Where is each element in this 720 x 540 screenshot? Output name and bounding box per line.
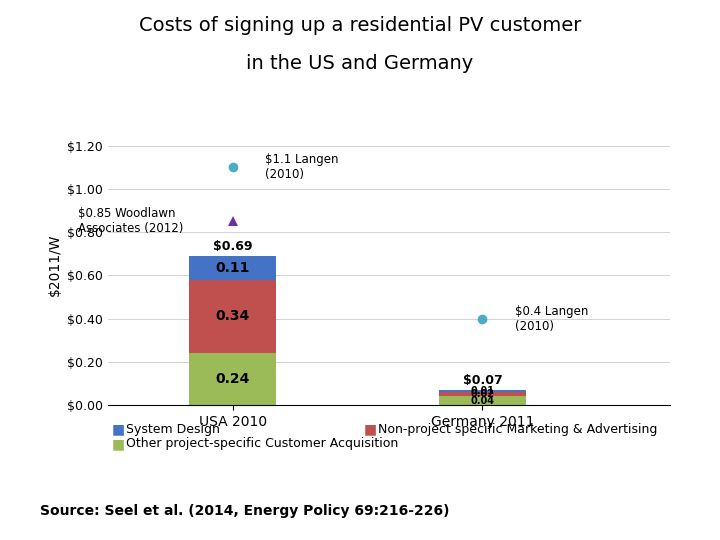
Bar [438,396,526,405]
Text: Source: Seel et al. (2014, Energy Policy 69:216-226): Source: Seel et al. (2014, Energy Policy… [40,504,449,518]
Bar [189,280,276,353]
Text: 0.01: 0.01 [470,386,495,396]
Text: $0.07: $0.07 [462,374,503,387]
Text: ■: ■ [112,437,125,451]
Text: ■: ■ [364,422,377,436]
Text: 0.11: 0.11 [215,261,250,275]
Text: $0.69: $0.69 [213,240,253,253]
Bar [438,390,526,392]
Text: Other project-specific Customer Acquisition: Other project-specific Customer Acquisit… [126,437,398,450]
Text: 0.04: 0.04 [470,396,495,406]
Text: Non-project specific Marketing & Advertising: Non-project specific Marketing & Adverti… [378,423,657,436]
Text: $0.85 Woodlawn
Associates (2012): $0.85 Woodlawn Associates (2012) [78,207,184,235]
Text: 0.02: 0.02 [470,389,495,399]
Y-axis label: $2011/W: $2011/W [48,233,62,296]
Text: $0.4 Langen
(2010): $0.4 Langen (2010) [515,305,588,333]
Bar [189,353,276,405]
Text: ■: ■ [112,422,125,436]
Text: $1.1 Langen
(2010): $1.1 Langen (2010) [265,153,338,181]
Bar [189,256,276,280]
Text: System Design: System Design [126,423,220,436]
Text: in the US and Germany: in the US and Germany [246,54,474,73]
Text: Costs of signing up a residential PV customer: Costs of signing up a residential PV cus… [139,16,581,35]
Text: 0.24: 0.24 [215,372,250,386]
Text: 0.34: 0.34 [216,309,250,323]
Bar [438,392,526,396]
